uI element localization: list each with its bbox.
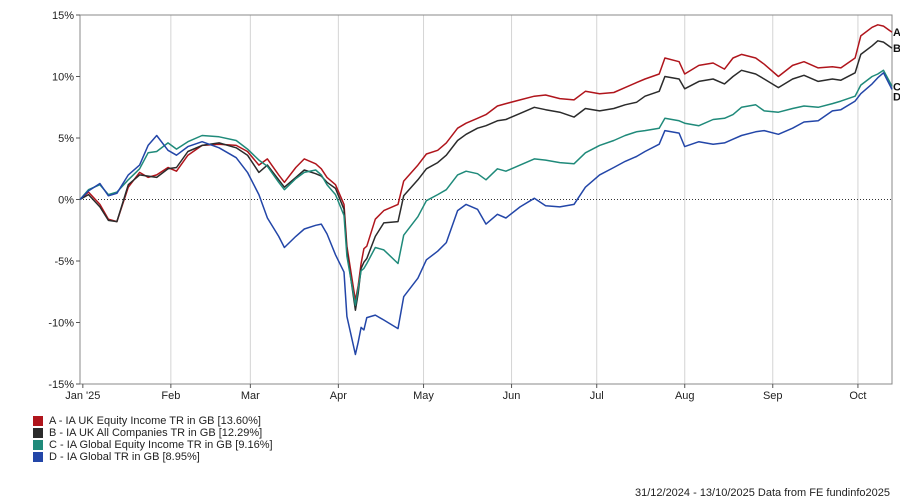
x-axis: Jan '25 Feb Mar Apr May Jun Jul Aug Sep Oct <box>65 384 866 402</box>
y-tick-label: 10% <box>52 72 74 84</box>
x-tick-label: Jan '25 <box>65 390 100 402</box>
legend-swatch <box>33 416 43 426</box>
y-axis: 15% 10% 5% 0% -5% -10% -15% <box>48 10 80 391</box>
series-end-label: B <box>893 43 900 55</box>
series-end-label: D <box>893 91 900 103</box>
y-tick-label: 5% <box>58 133 74 145</box>
performance-chart: 15% 10% 5% 0% -5% -10% -15% Jan '25 Feb Mar Apr Ma… <box>48 10 900 402</box>
legend-item: C - IA Global Equity Income TR in GB [9.… <box>33 439 273 451</box>
chart-legend: A - IA UK Equity Income TR in GB [13.60%… <box>33 415 273 463</box>
series-end-label: A <box>893 27 900 39</box>
legend-swatch <box>33 452 43 462</box>
x-tick-label: Sep <box>763 390 783 402</box>
x-tick-label: Apr <box>330 390 347 402</box>
legend-label: A - IA UK Equity Income TR in GB [13.60%… <box>49 415 261 427</box>
y-tick-label: 15% <box>52 10 74 22</box>
legend-item: D - IA Global TR in GB [8.95%] <box>33 451 273 463</box>
series-line-b <box>79 40 893 311</box>
x-tick-label: Jul <box>590 390 604 402</box>
legend-item: B - IA UK All Companies TR in GB [12.29%… <box>33 427 273 439</box>
x-tick-label: Feb <box>161 390 180 402</box>
series-end-labels: AB CD <box>893 27 900 103</box>
x-tick-label: Aug <box>675 390 695 402</box>
legend-item: A - IA UK Equity Income TR in GB [13.60%… <box>33 415 273 427</box>
legend-swatch <box>33 440 43 450</box>
y-tick-label: -15% <box>48 379 74 391</box>
legend-label: B - IA UK All Companies TR in GB [12.29%… <box>49 427 263 439</box>
series-line-d <box>79 72 893 356</box>
legend-swatch <box>33 428 43 438</box>
series-line-a <box>79 24 893 302</box>
series-lines <box>79 24 893 356</box>
series-line-c <box>79 69 893 307</box>
x-tick-label: Mar <box>241 390 260 402</box>
x-tick-label: Oct <box>849 390 866 402</box>
x-tick-label: May <box>413 390 434 402</box>
legend-label: C - IA Global Equity Income TR in GB [9.… <box>49 439 273 451</box>
y-tick-label: 0% <box>58 195 74 207</box>
y-tick-label: -10% <box>48 318 74 330</box>
series-end-label: C <box>893 81 900 93</box>
data-source-footer: 31/12/2024 - 13/10/2025 Data from FE fun… <box>634 487 890 499</box>
x-tick-label: Jun <box>503 390 521 402</box>
y-tick-label: -5% <box>54 256 74 268</box>
legend-label: D - IA Global TR in GB [8.95%] <box>49 451 200 463</box>
